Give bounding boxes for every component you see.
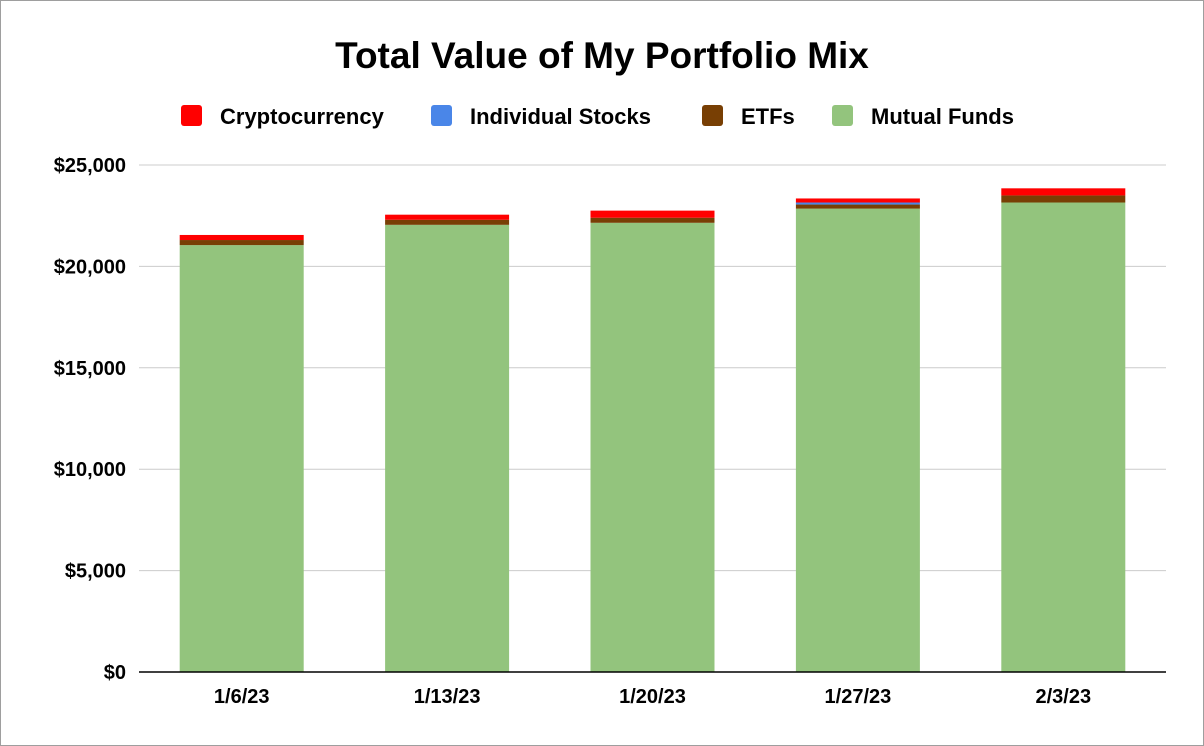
y-tick-label: $10,000 — [54, 459, 126, 481]
legend-label-individual-stocks: Individual Stocks — [470, 104, 651, 129]
legend-swatch-etfs — [702, 105, 723, 126]
legend-label-cryptocurrency: Cryptocurrency — [220, 104, 384, 129]
bar-cryptocurrency-2-3-23 — [1001, 188, 1126, 196]
chart-legend: Cryptocurrency Individual Stocks ETFs Mu… — [1, 101, 1203, 131]
bar-etfs-2-3-23 — [1001, 195, 1126, 203]
legend-label-mutual-funds: Mutual Funds — [871, 104, 1014, 129]
y-tick-label: $20,000 — [54, 256, 126, 278]
legend-swatch-individual-stocks — [431, 105, 452, 126]
y-tick-label: $25,000 — [54, 155, 126, 177]
bar-individual-stocks-1-27-23 — [795, 202, 920, 205]
x-tick-label: 2/3/23 — [1035, 686, 1091, 708]
bar-cryptocurrency-1-20-23 — [590, 210, 715, 218]
bar-etfs-1-27-23 — [795, 204, 920, 209]
bar-cryptocurrency-1-13-23 — [385, 214, 510, 220]
bar-mutual-funds-2-3-23 — [1001, 202, 1126, 672]
y-tick-label: $0 — [104, 662, 126, 684]
y-tick-label: $5,000 — [65, 561, 126, 583]
x-tick-label: 1/27/23 — [825, 686, 892, 708]
bar-cryptocurrency-1-27-23 — [795, 198, 920, 203]
bar-mutual-funds-1-13-23 — [385, 224, 510, 673]
chart-title: Total Value of My Portfolio Mix — [335, 35, 869, 76]
legend-label-etfs: ETFs — [741, 104, 795, 129]
legend-swatch-cryptocurrency — [181, 105, 202, 126]
bar-etfs-1-6-23 — [179, 240, 304, 246]
bar-etfs-1-20-23 — [590, 217, 715, 223]
legend-swatch-mutual-funds — [832, 105, 853, 126]
x-tick-label: 1/20/23 — [619, 686, 686, 708]
bar-mutual-funds-1-27-23 — [795, 208, 920, 673]
x-tick-label: 1/13/23 — [414, 686, 481, 708]
bar-mutual-funds-1-6-23 — [179, 245, 304, 672]
y-tick-label: $15,000 — [54, 358, 126, 380]
bar-cryptocurrency-1-6-23 — [179, 234, 304, 241]
bar-mutual-funds-1-20-23 — [590, 222, 715, 672]
x-tick-label: 1/6/23 — [214, 686, 270, 708]
bar-etfs-1-13-23 — [385, 219, 510, 225]
